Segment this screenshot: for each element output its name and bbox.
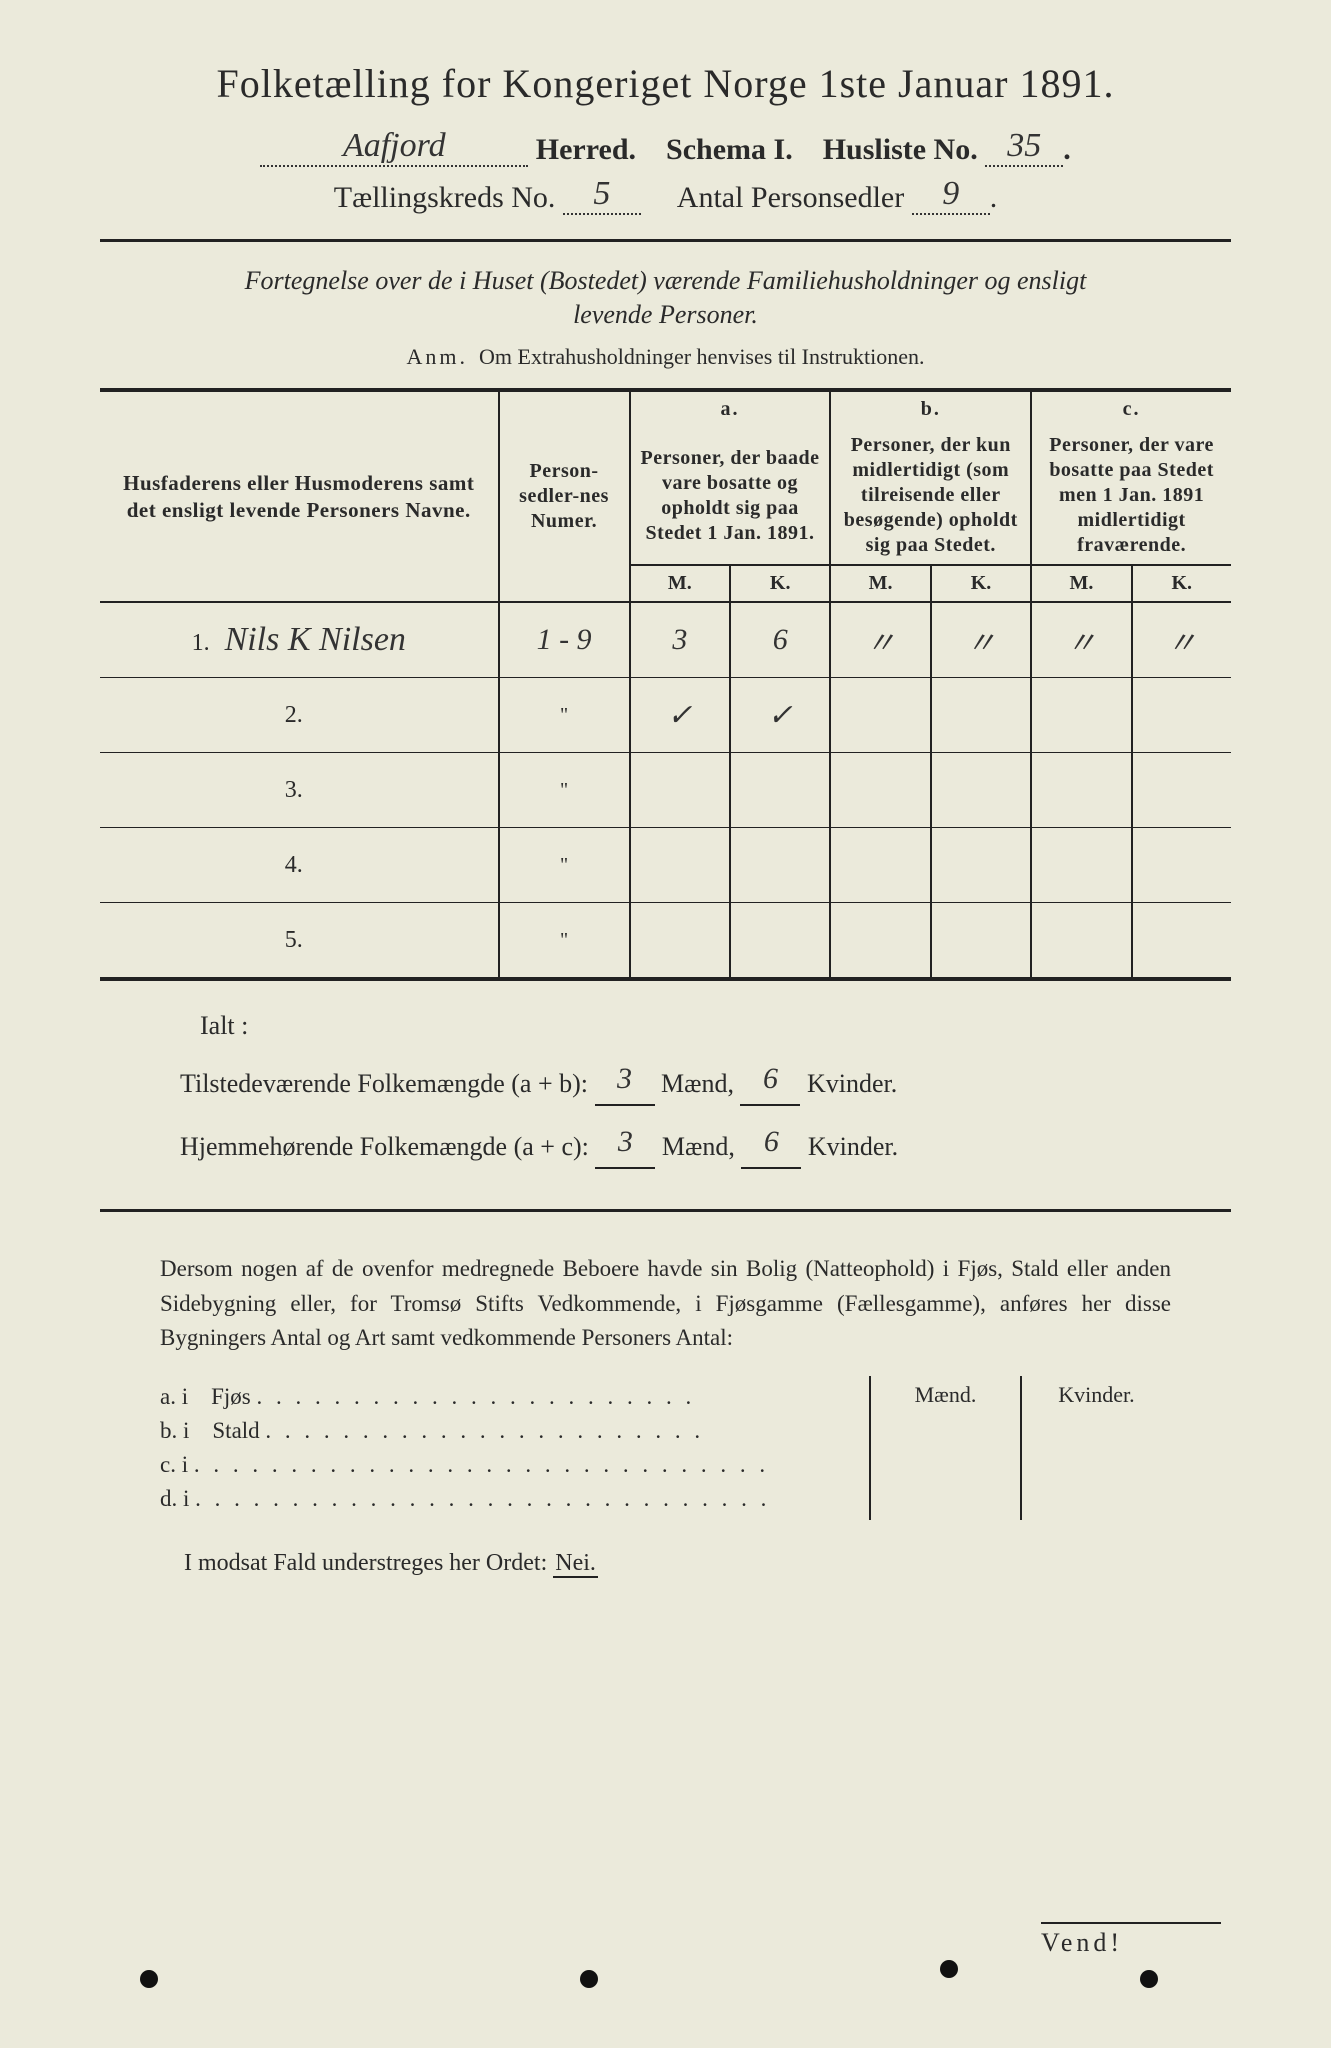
- th-c-m: M.: [1031, 565, 1131, 602]
- schema-label: Schema I.: [666, 133, 793, 166]
- cell-bm: 〃: [866, 627, 896, 660]
- divider-top: [100, 239, 1231, 242]
- antal-val: 9: [942, 175, 959, 212]
- th-b-head: b.: [830, 390, 1031, 427]
- cell-am: ✓: [667, 699, 692, 732]
- vend-label: Vend!: [1041, 1922, 1221, 1958]
- header-line-kreds: Tællingskreds No. 5 Antal Personsedler 9…: [100, 175, 1231, 215]
- cell-num: 1 - 9: [537, 623, 592, 656]
- herred-handwritten: Aafjord: [343, 127, 446, 164]
- th-b-m: M.: [830, 565, 930, 602]
- vend-text: Vend!: [1041, 1928, 1123, 1957]
- hole-icon: [580, 1970, 598, 1988]
- subtitle-2: levende Personer.: [100, 300, 1231, 330]
- side-row: c. i . . . . . . . . . . . . . . . . . .…: [160, 1452, 869, 1478]
- th-b-k: K.: [931, 565, 1031, 602]
- cell-ak: 6: [773, 623, 788, 656]
- summary-line2-label: Hjemmehørende Folkemængde (a + c):: [180, 1132, 589, 1161]
- nei-line: I modsat Fald understreges her Ordet: Ne…: [160, 1550, 1171, 1577]
- hole-icon: [1140, 1970, 1158, 1988]
- side-row-lead: c. i: [160, 1452, 188, 1477]
- th-c-head: c.: [1031, 390, 1231, 427]
- table-row: 1. Nils K Nilsen 1 - 9 3 6 〃 〃 〃 〃: [100, 602, 1231, 678]
- summary-maend: Mænd,: [661, 1069, 734, 1098]
- summary-line2-m: 3: [618, 1125, 633, 1158]
- husliste-no: 35: [1007, 127, 1041, 164]
- side-head-m: Mænd.: [871, 1376, 1020, 1414]
- summary-present: Tilstedeværende Folkemængde (a + b): 3 M…: [180, 1053, 1151, 1106]
- summary-kvinder: Kvinder.: [808, 1132, 898, 1161]
- th-b: Personer, der kun midlertidigt (som tilr…: [830, 427, 1031, 565]
- hole-icon: [940, 1960, 958, 1978]
- cell-am: 3: [672, 623, 687, 656]
- th-a-head: a.: [630, 390, 831, 427]
- side-row-type: Fjøs: [211, 1384, 251, 1409]
- cell-num: ": [560, 704, 568, 726]
- cell-cm: 〃: [1066, 627, 1096, 660]
- nei-word: Nei.: [553, 1550, 598, 1578]
- side-left: a. i Fjøs . . . . . . . . . . . . . . . …: [160, 1376, 869, 1520]
- th-c: Personer, der vare bosatte paa Stedet me…: [1031, 427, 1231, 565]
- th-a-k: K.: [730, 565, 830, 602]
- side-row: b. i Stald . . . . . . . . . . . . . . .…: [160, 1418, 869, 1444]
- summary-maend: Mænd,: [662, 1132, 735, 1161]
- row-num: 5.: [285, 927, 313, 953]
- th-name: Husfaderens eller Husmoderens samt det e…: [100, 390, 499, 602]
- cell-ck: 〃: [1167, 627, 1197, 660]
- cell-ak: ✓: [768, 699, 793, 732]
- side-row-type: Stald: [212, 1418, 259, 1443]
- cell-num: ": [560, 929, 568, 951]
- subtitle-1: Fortegnelse over de i Huset (Bostedet) v…: [100, 266, 1231, 296]
- summary-line1-m: 3: [617, 1062, 632, 1095]
- summary-line1-label: Tilstedeværende Folkemængde (a + b):: [180, 1069, 588, 1098]
- side-row-lead: a. i: [160, 1384, 188, 1409]
- th-a-m: M.: [630, 565, 730, 602]
- kreds-no: 5: [593, 175, 610, 212]
- side-right: Mænd. Kvinder.: [869, 1376, 1171, 1520]
- side-row: d. i . . . . . . . . . . . . . . . . . .…: [160, 1486, 869, 1512]
- anm-text: Om Extrahusholdninger henvises til Instr…: [479, 344, 924, 369]
- row-num: 3.: [285, 777, 313, 803]
- th-a: Personer, der baade vare bosatte og opho…: [630, 427, 831, 565]
- side-head-k: Kvinder.: [1022, 1376, 1171, 1414]
- summary-resident: Hjemmehørende Folkemængde (a + c): 3 Mæn…: [180, 1116, 1151, 1169]
- table-row: 3. ": [100, 753, 1231, 828]
- hole-icon: [140, 1970, 158, 1988]
- herred-label: Herred.: [536, 133, 636, 166]
- divider-mid: [100, 1209, 1231, 1212]
- census-form-page: Folketælling for Kongeriget Norge 1ste J…: [0, 0, 1331, 2048]
- side-row: a. i Fjøs . . . . . . . . . . . . . . . …: [160, 1384, 869, 1410]
- header-line-herred: Aafjord Herred. Schema I. Husliste No. 3…: [100, 127, 1231, 167]
- summary-line1-k: 6: [763, 1062, 778, 1095]
- row-num: 4.: [285, 852, 313, 878]
- dwelling-paragraph: Dersom nogen af de ovenfor medregnede Be…: [160, 1252, 1171, 1356]
- antal-label: Antal Personsedler: [677, 181, 904, 214]
- husliste-label: Husliste No.: [823, 133, 978, 166]
- th-c-k: K.: [1132, 565, 1231, 602]
- cell-bk: 〃: [966, 627, 996, 660]
- side-buildings-table: a. i Fjøs . . . . . . . . . . . . . . . …: [160, 1376, 1171, 1520]
- row-name: Nils K Nilsen: [225, 621, 406, 658]
- th-numer: Person-sedler-nes Numer.: [499, 390, 630, 602]
- summary-line2-k: 6: [764, 1125, 779, 1158]
- table-row: 4. ": [100, 828, 1231, 903]
- anm-note: Anm. Om Extrahusholdninger henvises til …: [100, 344, 1231, 370]
- summary-kvinder: Kvinder.: [807, 1069, 897, 1098]
- anm-lead: Anm.: [407, 344, 469, 369]
- main-table: Husfaderens eller Husmoderens samt det e…: [100, 388, 1231, 981]
- kreds-label: Tællingskreds No.: [334, 181, 556, 214]
- ialt-label: Ialt :: [200, 1011, 1231, 1041]
- side-row-lead: d. i: [160, 1486, 189, 1511]
- page-title: Folketælling for Kongeriget Norge 1ste J…: [100, 60, 1231, 107]
- side-row-lead: b. i: [160, 1418, 189, 1443]
- table-row: 2. " ✓ ✓: [100, 678, 1231, 753]
- row-num: 1.: [192, 630, 220, 656]
- table-row: 5. ": [100, 903, 1231, 980]
- nei-label: I modsat Fald understreges her Ordet:: [184, 1550, 547, 1576]
- row-num: 2.: [285, 702, 313, 728]
- cell-num: ": [560, 854, 568, 876]
- cell-num: ": [560, 779, 568, 801]
